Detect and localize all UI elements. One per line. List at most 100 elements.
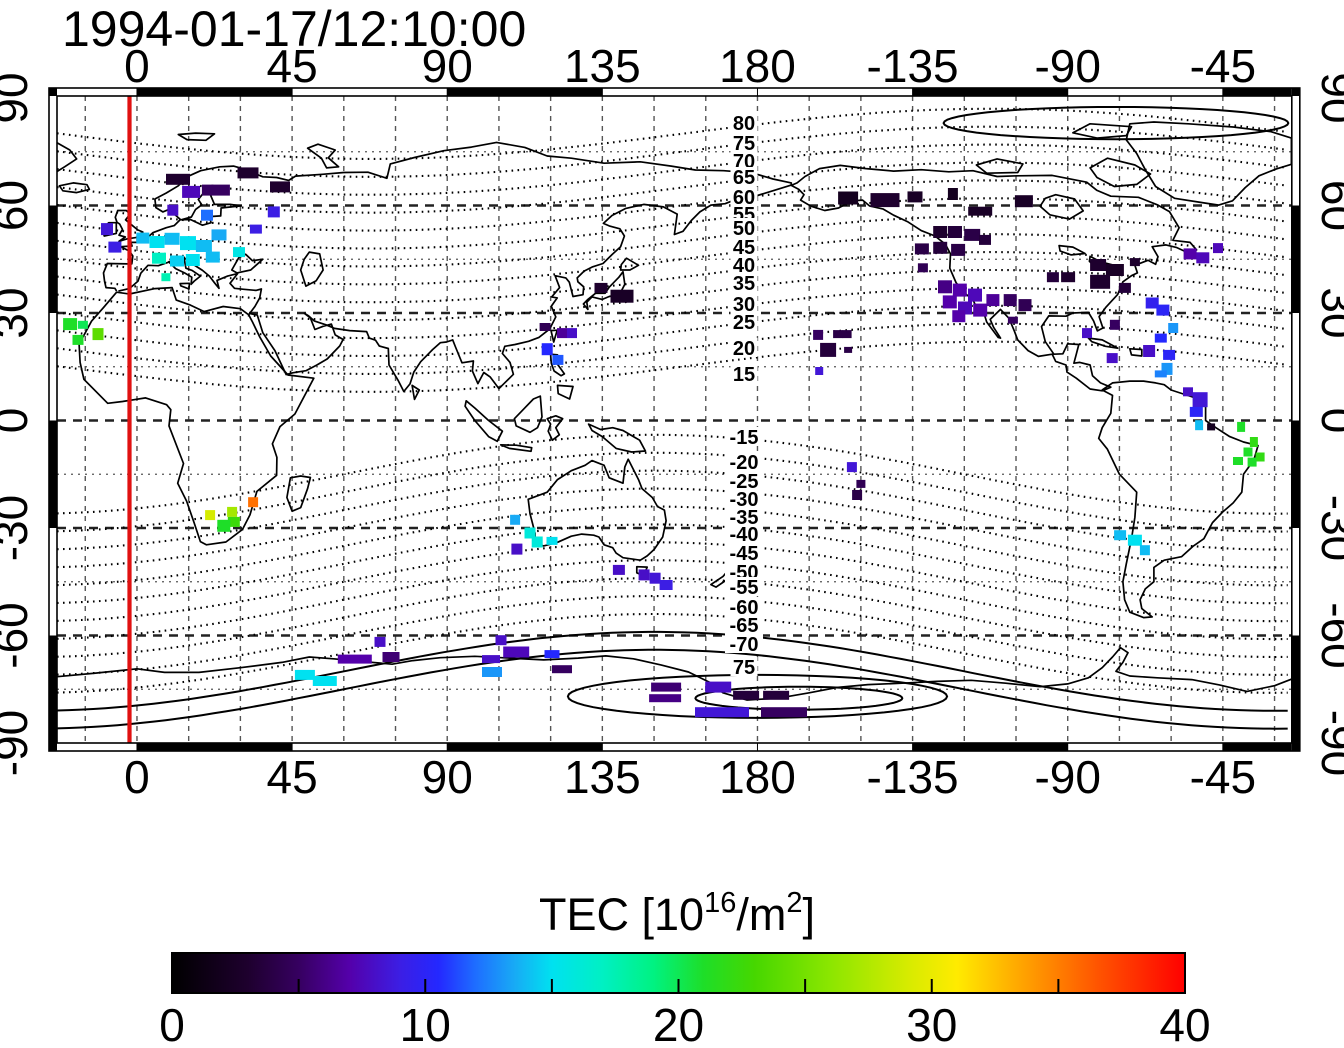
tec-point — [201, 184, 230, 196]
lon-tick-bottom: -135 — [867, 751, 959, 803]
tec-point — [1007, 316, 1018, 324]
lat-tick-right: 0 — [1312, 408, 1344, 434]
tec-point — [594, 282, 608, 293]
tec-point — [164, 232, 180, 245]
map-frame — [48, 87, 1301, 752]
colorbar-tick-label: 20 — [653, 999, 704, 1048]
tec-point — [1114, 530, 1127, 541]
tec-point — [951, 243, 966, 256]
tec-point — [852, 490, 863, 500]
coastline-italy — [167, 256, 202, 286]
coastline-mindanao — [556, 384, 574, 400]
lat-tick-left: 90 — [0, 72, 37, 123]
contour-label-box — [730, 133, 758, 152]
contour-label-box — [725, 471, 763, 490]
tec-point — [294, 669, 315, 680]
coastline-baltic-sea — [180, 184, 242, 227]
frame-corner — [1291, 743, 1300, 751]
coastline-victoria-island — [975, 158, 1024, 175]
contour-label-box — [725, 577, 763, 596]
frame-segment — [1222, 743, 1292, 751]
coastline-svalbard — [177, 132, 216, 142]
contour-label: 40 — [733, 255, 755, 277]
tec-point — [820, 342, 837, 357]
tec-point — [1061, 272, 1076, 283]
coastline-madagascar — [286, 475, 312, 513]
tec-point — [544, 650, 560, 659]
tec-point — [948, 226, 962, 238]
tec-point — [952, 283, 967, 297]
tec-point — [531, 536, 543, 548]
colorbar-tick-label: 30 — [906, 999, 957, 1048]
tec-point — [813, 329, 824, 340]
contour-label-box — [730, 294, 758, 313]
tec-point — [337, 654, 372, 664]
tec-point — [552, 665, 572, 674]
contour-label-box — [730, 237, 758, 256]
contour-label-box — [725, 597, 763, 616]
tec-point — [101, 223, 113, 236]
contour-label-box — [730, 218, 758, 237]
tec-point — [185, 254, 200, 266]
tec-point — [651, 682, 682, 692]
contour-label-box — [730, 312, 758, 331]
tec-point — [249, 224, 262, 234]
coastline-australia — [527, 458, 667, 562]
tec-point — [1213, 243, 1223, 254]
frame-segment — [447, 743, 603, 751]
tec-point — [1243, 447, 1253, 457]
tec-point — [1090, 259, 1107, 271]
coastline-taiwan — [550, 329, 559, 343]
lon-tick-bottom: 180 — [719, 751, 796, 803]
tec-point — [1247, 457, 1257, 467]
lat-tick-right: -60 — [1312, 602, 1344, 668]
tec-point — [1105, 264, 1124, 276]
contour-label-box — [730, 364, 758, 383]
tec-point — [248, 497, 259, 508]
contour-label-box — [725, 562, 763, 581]
coastline-borneo — [513, 395, 543, 434]
frame-segment — [136, 88, 293, 96]
tec-point — [233, 247, 245, 258]
coastlines — [57, 121, 1292, 701]
tec-point — [838, 191, 859, 205]
contour-label-box — [725, 427, 763, 446]
tec-point — [92, 328, 104, 341]
contour-label: 15 — [733, 364, 755, 386]
tec-point — [1237, 421, 1246, 432]
frame-inner-line — [56, 95, 1293, 744]
contour-label: -15 — [730, 427, 759, 449]
tec-point — [856, 479, 866, 488]
tec-point — [964, 228, 981, 241]
tec-point — [1156, 304, 1170, 316]
lon-tick-top: 90 — [422, 40, 473, 92]
lon-tick-bottom: 135 — [564, 751, 641, 803]
frame-segment — [912, 88, 1068, 96]
tec-point — [217, 519, 231, 532]
lat-tick-left: 30 — [0, 287, 37, 338]
coastline-great-lakes-west — [1058, 244, 1086, 256]
tec-point — [503, 646, 530, 658]
tec-point — [182, 185, 201, 198]
tec-point — [933, 226, 948, 238]
tec-point — [1014, 195, 1033, 208]
contour-label-box — [725, 543, 763, 562]
coastline-scandinavia-weurope — [102, 165, 245, 292]
coastline-cuba — [1087, 337, 1119, 349]
tec-point — [979, 234, 991, 245]
tec-point — [938, 280, 952, 294]
magnetic-contour-polar-oval-north — [942, 106, 1290, 141]
lat-tick-right: 60 — [1312, 180, 1344, 231]
tec-point — [763, 690, 790, 700]
magnetic-contour-solid — [57, 630, 1288, 712]
tec-point — [1207, 423, 1216, 431]
tec-point — [108, 241, 122, 253]
tec-point — [947, 188, 958, 200]
frame-segment — [1291, 205, 1300, 313]
magnetic-contour-solid — [57, 648, 1288, 730]
frame-segment — [49, 205, 57, 313]
tec-point — [180, 236, 196, 251]
tec-point — [844, 346, 853, 353]
